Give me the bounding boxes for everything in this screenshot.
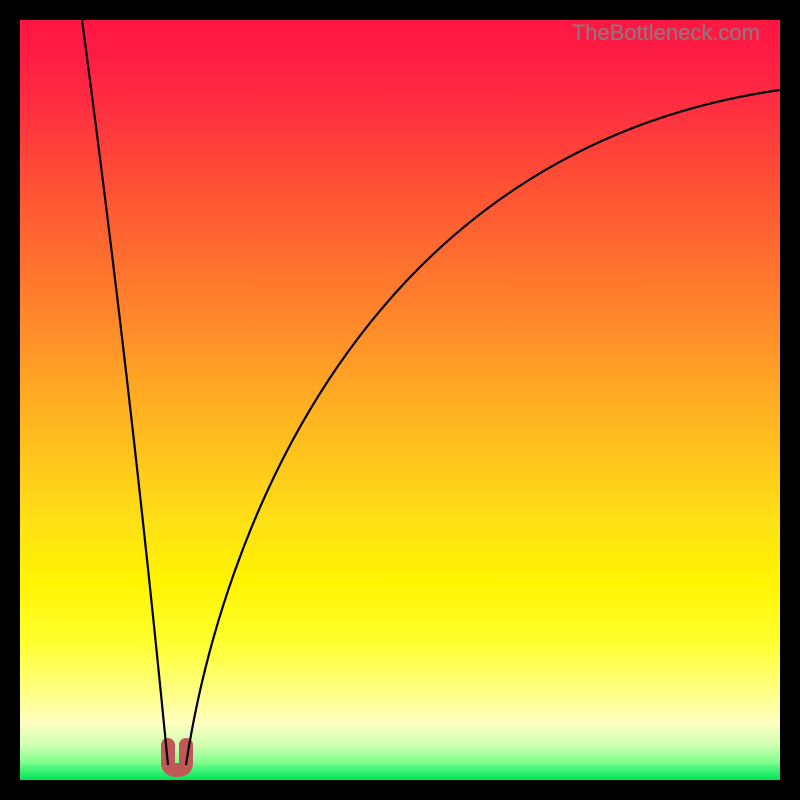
chart-container: TheBottleneck.com	[0, 0, 800, 800]
curve-right	[186, 90, 780, 765]
valley-marker	[168, 745, 186, 770]
watermark-text: TheBottleneck.com	[572, 20, 760, 46]
plot-area: TheBottleneck.com	[20, 20, 780, 780]
curve-layer	[20, 20, 780, 780]
curve-left	[82, 20, 168, 765]
